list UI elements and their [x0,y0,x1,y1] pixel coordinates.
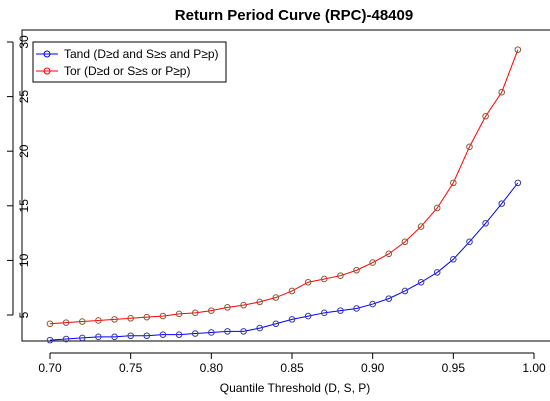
data-point [514,46,522,53]
data-point [272,320,280,328]
data-point [95,317,102,324]
x-axis-label: Quantile Threshold (D, S, P) [220,381,371,395]
legend-marker-tand [43,50,51,58]
data-point [62,335,70,343]
series-1 [46,46,522,328]
data-point [159,331,167,338]
data-point [95,333,102,341]
data-point [256,324,264,332]
legend-label-tor: Tor (D≥d or S≥s or P≥p) [64,64,190,78]
data-point [320,309,328,317]
data-point [78,334,86,342]
data-point [288,287,296,295]
data-point [304,312,312,320]
data-point [417,278,425,286]
data-point [46,336,54,344]
series-0 [46,179,522,344]
data-point [353,305,360,312]
data-point [191,330,199,337]
chart-title: Return Period Curve (RPC)-48409 [175,7,413,24]
legend-label-tand: Tand (D≥d and S≥s and P≥p) [64,47,219,61]
data-point [369,300,376,308]
data-point [111,333,118,341]
plot-frame [21,29,550,342]
x-tick-label: 1.00 [522,361,546,375]
x-tick-label: 0.95 [442,361,466,375]
data-point [288,316,296,323]
data-point [46,320,54,328]
data-point [208,307,215,314]
data-point [143,313,151,321]
data-point [208,329,215,336]
data-point [78,318,86,325]
x-tick-label: 0.75 [119,361,143,375]
legend-marker-tor [43,67,51,75]
data-point [450,256,457,263]
y-tick-label: 20 [17,144,31,158]
data-point [240,301,247,309]
x-tick-label: 0.70 [38,361,62,375]
series-line [49,49,519,325]
data-point [498,200,506,207]
data-point [224,328,231,335]
x-axis: 0.70 0.75 0.80 0.85 0.90 0.95 1.00 [38,352,546,375]
data-point [433,204,441,212]
data-point [224,304,231,311]
data-point [62,319,70,326]
y-tick-label: 5 [17,311,31,318]
data-point [482,112,489,120]
x-tick-label: 0.90 [361,361,385,375]
y-tick-label: 30 [17,35,31,49]
data-point [256,298,264,306]
data-point [401,287,409,295]
y-axis: 5 10 15 20 25 30 [7,35,31,318]
data-point [385,250,393,258]
data-point [466,238,473,246]
data-point [240,328,247,335]
data-point [433,269,441,276]
x-tick-label: 0.80 [200,361,224,375]
data-point [514,179,522,187]
data-point [143,332,151,340]
data-point [401,238,409,246]
legend: Tand (D≥d and S≥s and P≥p) Tor (D≥d or S… [32,41,227,83]
data-point [111,316,118,323]
data-point [498,88,506,96]
data-point [175,331,183,338]
y-tick-label: 10 [17,253,31,267]
y-tick-label: 25 [17,90,31,104]
data-point [417,223,425,230]
legend-box [32,41,227,83]
data-point [127,314,134,322]
data-point [482,219,489,227]
data-point [175,310,183,318]
data-point [159,312,167,320]
data-point [337,307,344,314]
data-point [369,259,376,266]
data-point [127,332,134,340]
data-point [450,179,457,187]
data-point [191,309,199,317]
series-line [49,182,519,341]
data-point [272,294,280,301]
data-point [337,272,344,279]
data-point [385,295,393,302]
y-tick-label: 15 [17,199,31,213]
data-point [466,143,473,151]
data-point [320,275,328,283]
data-point [353,266,360,274]
x-tick-label: 0.85 [280,361,304,375]
series-layer [46,46,522,344]
data-point [304,278,312,286]
